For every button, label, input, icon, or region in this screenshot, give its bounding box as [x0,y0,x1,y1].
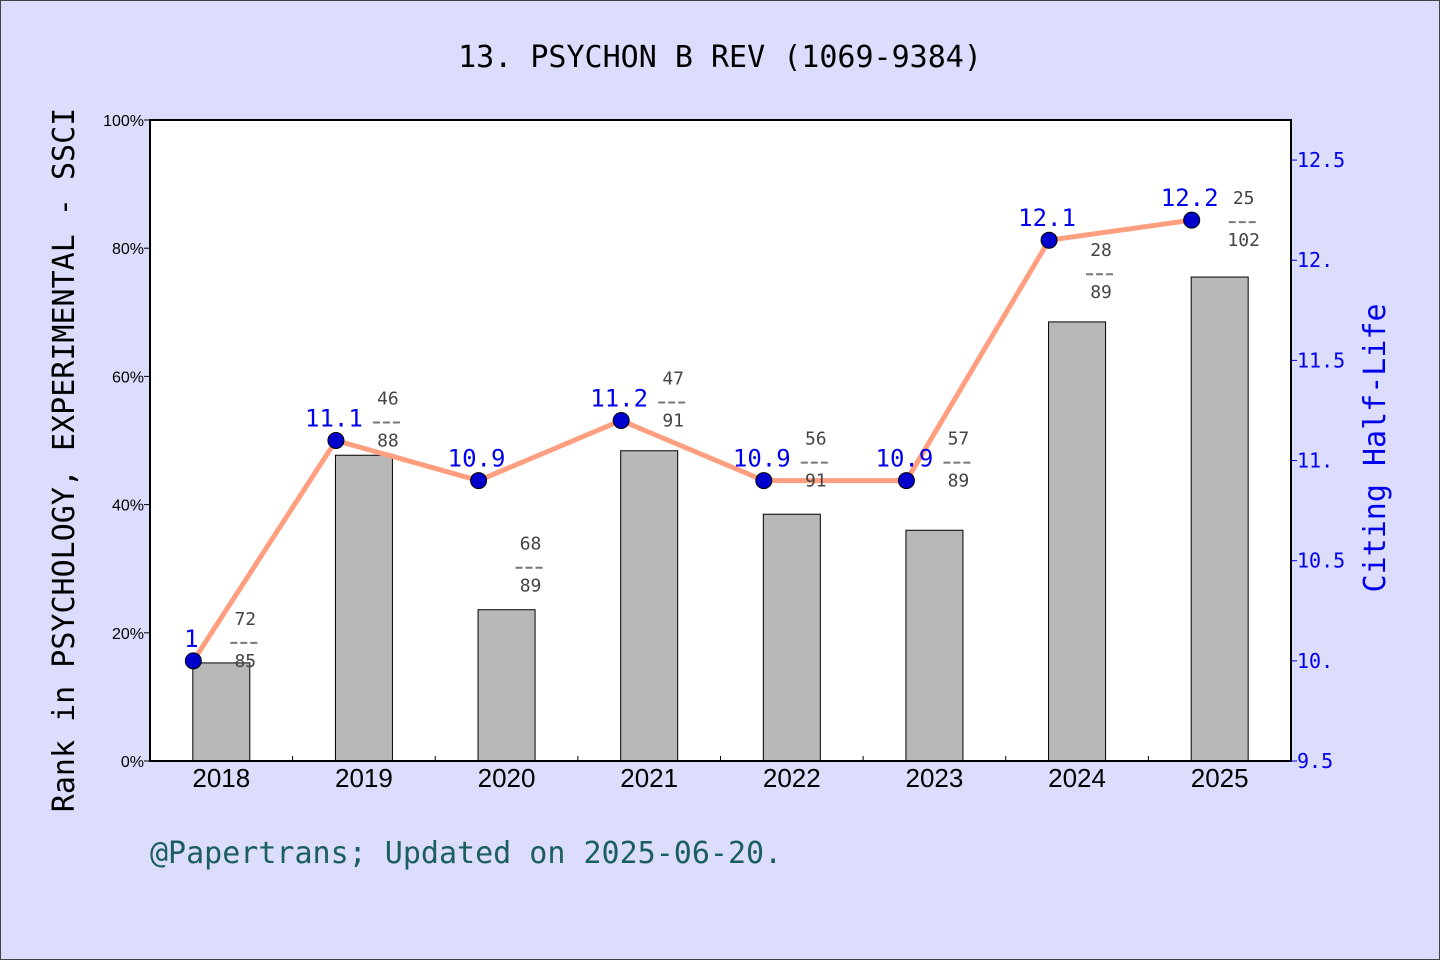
half-life-line [191,217,1193,663]
half-life-label: 1 [184,625,198,653]
bar-2024 [1048,321,1107,762]
bar-2019 [334,454,393,762]
y-tick-label: 0% [121,754,144,771]
bar-2018 [192,662,251,762]
total-label: 89 [948,471,970,492]
total-label: 88 [377,431,399,452]
plot-area [150,120,1291,761]
bar-2020 [477,609,536,762]
bar-2022 [762,513,821,762]
bar-2023 [905,529,964,762]
x-tick-label: 2022 [763,763,821,793]
half-life-point-2022 [755,472,773,490]
y2-axis-label: Citing Half-Life [1358,304,1393,593]
rank-label: 28 [1090,240,1112,261]
half-life-label: 10.9 [448,445,506,473]
total-label: 89 [520,576,542,597]
total-label: 89 [1090,282,1112,303]
x-tick-label: 2020 [478,763,536,793]
y2-tick-label: 10. [1297,649,1333,673]
bar-2025 [1190,276,1249,762]
x-tick-label: 2023 [906,763,964,793]
y-tick-label: 20% [112,626,144,643]
half-life-point-2023 [897,472,915,490]
total-label: 91 [662,410,684,431]
rank-label: 72 [234,609,256,630]
half-life-point-2020 [470,472,488,490]
total-label: 102 [1227,230,1260,251]
x-tick-label: 2021 [620,763,678,793]
rank-label: 46 [377,389,399,410]
half-life-label: 12.2 [1161,184,1219,212]
chart-title: 13. PSYCHON B REV (1069-9384) [458,40,982,75]
y2-tick-label: 11.5 [1297,348,1345,372]
total-label: 91 [805,471,827,492]
half-life-point-2019 [327,432,345,449]
y-axis-label: Rank in PSYCHOLOGY, EXPERIMENTAL - SSCI [47,108,82,812]
x-tick-label: 2018 [192,763,250,793]
y-tick-label: 40% [112,498,144,515]
y2-tick-label: 9.5 [1297,749,1333,773]
half-life-point-2018 [184,652,202,670]
y2-tick-label: 12. [1297,248,1333,272]
x-tick-label: 2024 [1048,763,1106,793]
y-tick-label: 60% [112,369,144,386]
rank-label: 57 [948,429,970,450]
half-life-label: 10.9 [733,445,791,473]
x-tick-label: 2019 [335,763,393,793]
total-label: 85 [234,651,256,672]
half-life-label: 12.1 [1018,204,1076,232]
half-life-point-2021 [612,411,630,429]
rank-label: 47 [662,368,684,389]
half-life-label: 10.9 [876,445,934,473]
rank-label: 25 [1233,188,1255,209]
y2-tick-label: 11. [1297,449,1333,473]
half-life-point-2024 [1040,231,1058,249]
rank-label: 68 [520,534,542,555]
rank-label: 56 [805,429,827,450]
half-life-label: 11.2 [590,384,648,412]
y-tick-label: 80% [112,241,144,258]
credit-text: @Papertrans; Updated on 2025-06-20. [150,836,783,871]
half-life-point-2025 [1183,211,1201,229]
half-life-label: 11.1 [305,405,363,433]
y-tick-label: 100% [103,113,144,130]
y2-tick-label: 10.5 [1297,549,1345,573]
bar-2021 [620,450,679,762]
y2-tick-label: 12.5 [1297,148,1345,172]
x-tick-label: 2025 [1191,763,1249,793]
